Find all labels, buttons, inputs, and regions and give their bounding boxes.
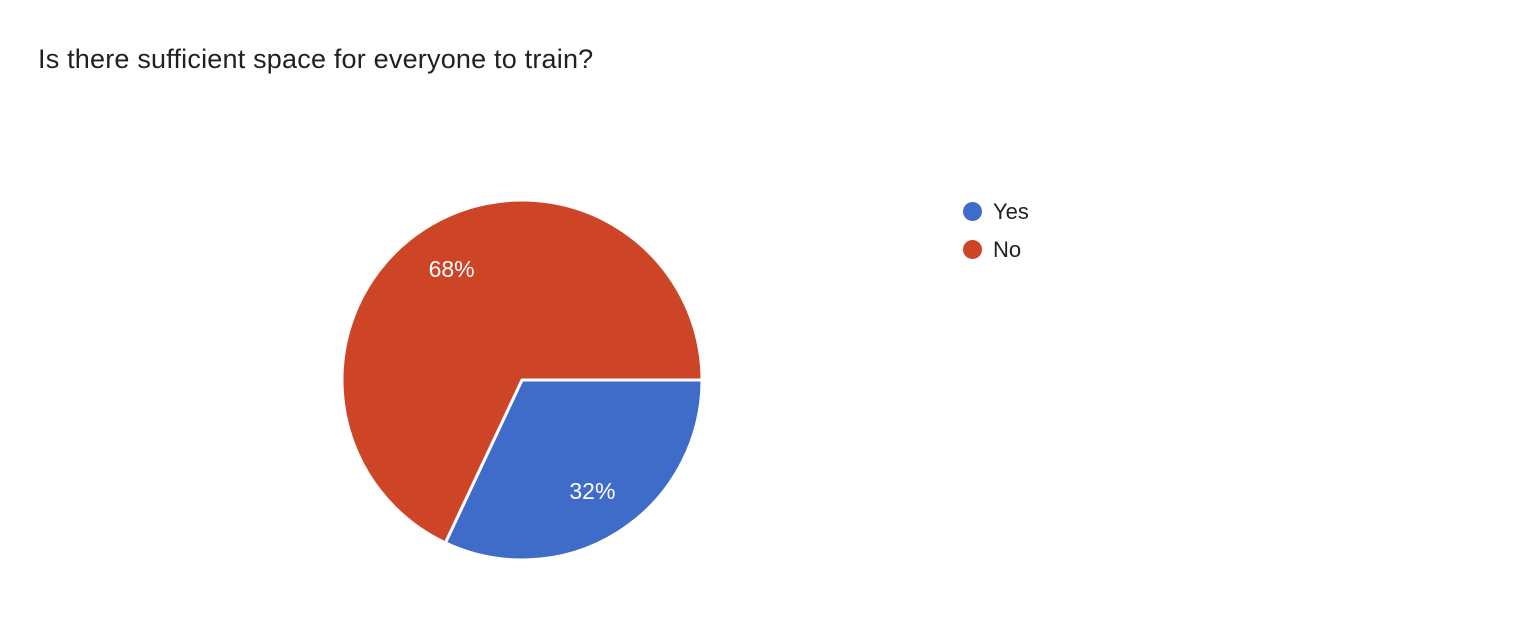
pie-slice-yes[interactable] [443, 378, 704, 562]
slice-label-yes: 32% [569, 478, 615, 504]
chart-title: Is there sufficient space for everyone t… [38, 44, 594, 74]
legend-label-yes: Yes [993, 199, 1029, 224]
legend-item-yes: Yes [963, 199, 1029, 224]
legend-label-no: No [993, 237, 1022, 262]
legend-swatch-no-icon [963, 240, 982, 259]
pie-chart: 32% 68% [340, 198, 704, 562]
legend: Yes No [963, 199, 1029, 275]
slice-label-no: 68% [429, 256, 475, 282]
legend-swatch-yes-icon [963, 202, 982, 221]
pie-chart-area: 32% 68% [322, 180, 722, 580]
legend-item-no: No [963, 237, 1029, 262]
pie-slice-no[interactable] [340, 198, 704, 545]
